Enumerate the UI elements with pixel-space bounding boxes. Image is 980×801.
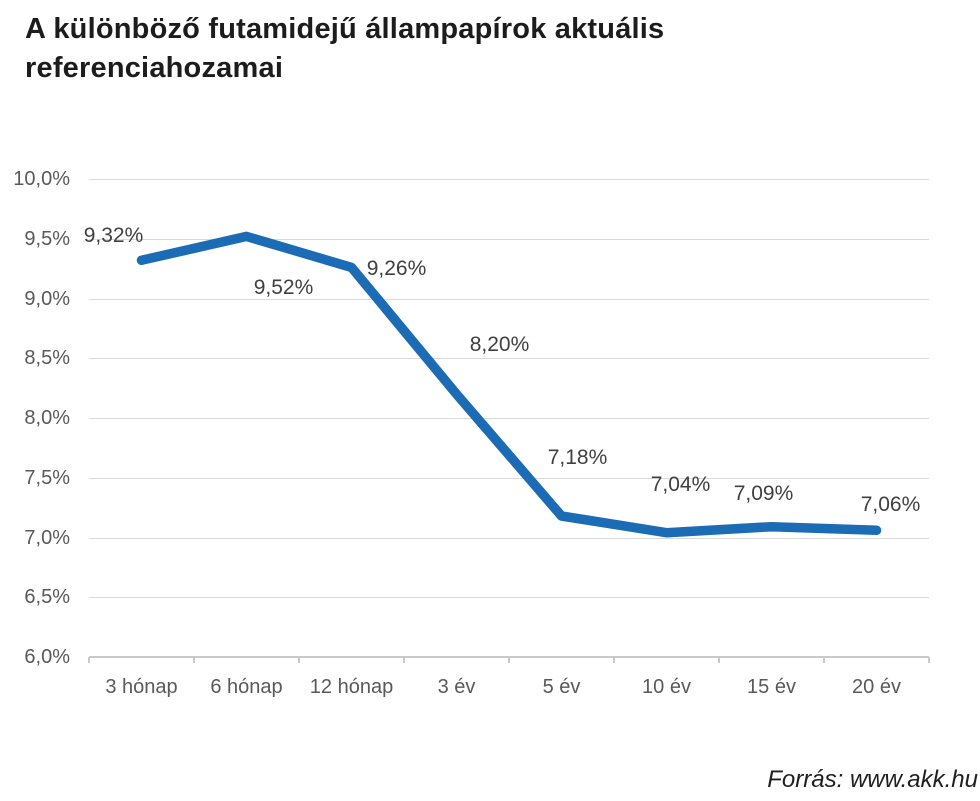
x-axis-category-label: 6 hónap bbox=[210, 676, 283, 698]
axis-tick-mark bbox=[88, 657, 90, 663]
y-axis-tick-label: 8,0% bbox=[24, 407, 70, 429]
source-credit: Forrás: www.akk.hu bbox=[767, 766, 978, 793]
chart-title: A különböző futamidejű állampapírok aktu… bbox=[25, 13, 665, 84]
x-axis-category-label: 3 hónap bbox=[105, 676, 178, 698]
data-point-label: 8,20% bbox=[469, 333, 530, 357]
gridline bbox=[89, 358, 929, 360]
axis-tick-mark bbox=[718, 657, 720, 663]
axis-tick-mark bbox=[403, 657, 405, 663]
y-axis-tick-label: 6,5% bbox=[24, 586, 70, 609]
y-axis-tick-label: 9,5% bbox=[24, 227, 70, 250]
data-point-label: 9,26% bbox=[366, 257, 427, 281]
gridline bbox=[89, 298, 929, 300]
x-axis-category-label: 10 év bbox=[642, 676, 691, 698]
x-axis-category-label: 3 év bbox=[437, 676, 476, 698]
axis-tick-mark bbox=[508, 657, 510, 663]
y-axis-tick-label: 10,0% bbox=[13, 168, 70, 190]
gridline bbox=[89, 597, 929, 599]
y-axis-tick-label: 9,0% bbox=[24, 287, 70, 310]
data-point-label: 7,04% bbox=[650, 472, 711, 496]
x-axis-category-label: 5 év bbox=[542, 676, 581, 698]
axis-tick-mark bbox=[928, 657, 930, 663]
axis-tick-mark bbox=[613, 657, 615, 663]
x-axis-category-label: 20 év bbox=[852, 676, 901, 698]
gridline bbox=[89, 537, 929, 539]
y-axis-tick-label: 7,0% bbox=[24, 526, 70, 549]
gridline bbox=[89, 238, 929, 240]
data-point-label: 9,52% bbox=[253, 276, 314, 300]
data-point-label: 9,32% bbox=[83, 224, 144, 248]
gridline bbox=[89, 418, 929, 419]
x-axis-category-label: 12 hónap bbox=[309, 676, 394, 698]
data-point-label: 7,09% bbox=[733, 481, 794, 505]
data-point-label: 7,06% bbox=[860, 493, 921, 517]
y-axis-tick-label: 8,5% bbox=[24, 347, 70, 370]
y-axis-tick-label: 7,5% bbox=[24, 466, 70, 489]
gridline bbox=[89, 179, 929, 180]
axis-tick-mark bbox=[193, 657, 195, 663]
gridline bbox=[89, 477, 929, 479]
axis-tick-mark bbox=[823, 657, 825, 663]
axis-tick-mark bbox=[298, 657, 300, 663]
y-axis-tick-label: 6,0% bbox=[24, 646, 70, 668]
x-axis-category-label: 15 év bbox=[747, 676, 796, 698]
data-point-label: 7,18% bbox=[547, 445, 608, 469]
